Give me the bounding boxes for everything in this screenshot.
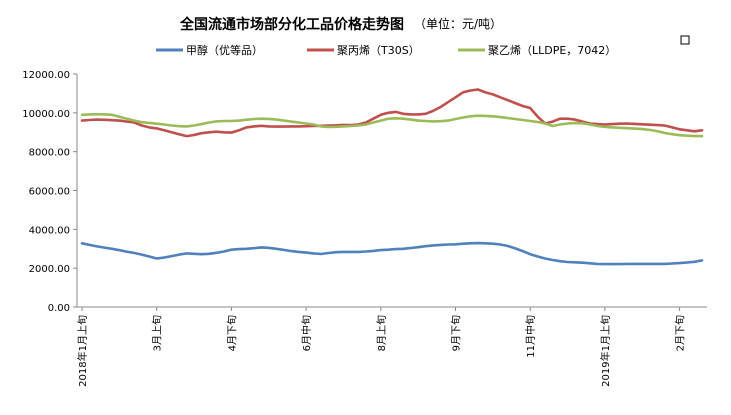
x-axis: 2018年1月上旬 3月上旬 4月下旬 6月中旬 8月上旬 9月下旬 11月中旬 2019年1… [76, 306, 707, 387]
chart-title: 全国流通市场部分化工品价格走势图 [179, 16, 404, 33]
x-tick-label: 8月上旬 [375, 315, 388, 351]
x-tick-label: 2018年1月上旬 [76, 315, 89, 387]
plot-lines [80, 88, 704, 266]
x-tick-label: 3月上旬 [151, 315, 164, 351]
y-axis: 0.00 2000.00 4000.00 6000.00 8000.00 10000.00… [22, 70, 78, 314]
legend: 甲醇（优等品） 聚丙烯（T30S） 聚乙烯（LLDPE，7042） [156, 43, 616, 57]
series-line-2 [80, 112, 704, 138]
y-tick-label: 2000.00 [29, 264, 70, 275]
x-tick-label: 11月中旬 [524, 315, 537, 358]
x-tick-label: 2月下旬 [674, 315, 687, 351]
series-line-0 [80, 241, 704, 266]
x-tick-label: 9月下旬 [449, 315, 462, 351]
y-tick-label: 8000.00 [29, 148, 70, 159]
chart-subtitle: （单位：元/吨） [414, 16, 502, 31]
legend-label-polypropylene: 聚丙烯（T30S） [337, 44, 420, 57]
y-tick-label: 12000.00 [22, 70, 70, 81]
x-tick-label: 2019年1月上旬 [599, 315, 612, 387]
y-tick-label: 6000.00 [29, 187, 70, 198]
x-tick-label: 6月中旬 [300, 315, 313, 351]
legend-label-methanol: 甲醇（优等品） [186, 43, 263, 57]
series-line-1 [80, 88, 704, 138]
y-tick-label: 0.00 [48, 303, 70, 314]
y-tick-label: 10000.00 [22, 109, 70, 120]
x-tick-label: 4月下旬 [225, 315, 238, 351]
y-tick-label: 4000.00 [29, 225, 70, 236]
legend-label-polyethylene: 聚乙烯（LLDPE，7042） [488, 44, 616, 57]
corner-square-marker [680, 35, 690, 45]
